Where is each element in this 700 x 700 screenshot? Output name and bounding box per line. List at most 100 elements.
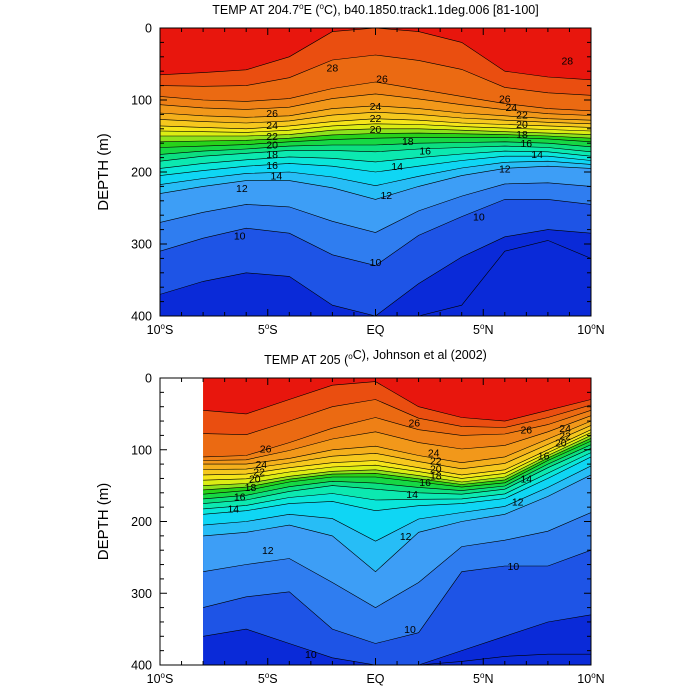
isotherm-28 xyxy=(203,381,591,422)
contour-label: 24 xyxy=(505,102,517,114)
contour-label: 10 xyxy=(370,257,382,269)
y-tick-label: 200 xyxy=(131,515,152,529)
isotherm-13 xyxy=(160,160,591,187)
isotherm-10 xyxy=(160,199,591,266)
y-axis-label: DEPTH (m) xyxy=(95,133,112,211)
isotherm-26 xyxy=(203,410,591,458)
contour-label: 20 xyxy=(249,473,261,485)
isotherm-11 xyxy=(203,512,591,608)
contour-label: 16 xyxy=(520,138,532,150)
contour-label: 12 xyxy=(380,190,392,202)
chart-title: TEMP AT 205 (oC), Johnson et al (2002) xyxy=(264,348,487,367)
isotherm-17 xyxy=(203,444,591,500)
contour-label: 26 xyxy=(499,94,511,106)
isotherm-10 xyxy=(203,549,591,644)
isotherm-20 xyxy=(160,128,591,137)
y-tick-label: 300 xyxy=(131,238,152,252)
isotherm-21 xyxy=(203,432,591,481)
isotherm-23 xyxy=(203,425,591,470)
isotherm-11 xyxy=(160,182,591,233)
contour-label: 20 xyxy=(555,438,567,450)
x-tick-label: 10oN xyxy=(577,322,604,337)
x-tick-label: 10oN xyxy=(577,671,604,686)
contour-label: 16 xyxy=(419,477,431,489)
y-axis-label: DEPTH (m) xyxy=(95,483,112,561)
isotherm-22 xyxy=(160,118,591,130)
isotherm-14 xyxy=(160,155,591,176)
contour-label: 18 xyxy=(516,129,528,141)
y-tick-label: 100 xyxy=(131,443,152,457)
contour-label: 12 xyxy=(400,531,412,543)
contour-label: 26 xyxy=(520,425,532,437)
contour-label: 18 xyxy=(245,482,257,494)
isotherm-17 xyxy=(160,141,591,155)
y-tick-label: 0 xyxy=(145,22,152,36)
isotherm-19 xyxy=(160,132,591,143)
x-tick-label: 5oN xyxy=(473,671,493,686)
isotherm-18 xyxy=(160,137,591,148)
contour-label: 16 xyxy=(538,451,550,463)
contour-label: 28 xyxy=(327,63,339,75)
isotherm-25 xyxy=(160,93,591,116)
y-tick-label: 300 xyxy=(131,587,152,601)
y-tick-label: 0 xyxy=(145,372,152,386)
contour-label: 24 xyxy=(255,459,267,471)
isotherm-15 xyxy=(160,150,591,169)
contour-label: 20 xyxy=(266,140,278,152)
isotherm-21 xyxy=(160,123,591,133)
x-tick-label: 10oS xyxy=(147,671,174,686)
contour-label: 12 xyxy=(236,183,248,195)
x-tick-label: EQ xyxy=(366,672,384,686)
contour-label: 10 xyxy=(305,649,317,661)
isotherm-26 xyxy=(160,81,591,112)
isotherm-13 xyxy=(203,465,591,542)
isotherm-23 xyxy=(160,111,591,125)
isotherm-24 xyxy=(203,420,591,465)
contour-label: 12 xyxy=(512,496,524,508)
contour-label: 14 xyxy=(227,504,239,516)
x-tick-label: 10oS xyxy=(147,322,174,337)
isotherm-24 xyxy=(160,105,591,121)
contour-label: 16 xyxy=(419,145,431,157)
band-28 xyxy=(160,28,591,80)
isotherm-9 xyxy=(203,614,591,665)
chart-title: TEMP AT 204.7oE (oC), b40.1850.track1.1d… xyxy=(212,2,538,17)
contour-label: 24 xyxy=(559,423,571,435)
isotherm-28 xyxy=(160,28,591,81)
isotherm-15 xyxy=(203,452,591,510)
contour-lines xyxy=(160,28,591,316)
x-tick-label: 5oS xyxy=(258,671,278,686)
contour-label: 12 xyxy=(262,545,274,557)
contour-label: 24 xyxy=(428,448,440,460)
contour-label: 12 xyxy=(499,163,511,175)
isotherm-8 xyxy=(160,240,591,316)
isotherm-27 xyxy=(160,54,591,96)
x-tick-label: 5oS xyxy=(258,322,278,337)
contour-label: 22 xyxy=(559,430,571,442)
x-tick-label: 5oN xyxy=(473,322,493,337)
contour-lines xyxy=(203,381,591,665)
contour-label: 14 xyxy=(406,489,418,501)
contour-label: 18 xyxy=(430,471,442,483)
contour-label: 14 xyxy=(391,161,403,173)
band-28 xyxy=(203,378,591,422)
isotherm-9 xyxy=(160,229,591,316)
y-tick-label: 400 xyxy=(131,659,152,673)
isotherm-27 xyxy=(203,399,591,436)
isotherm-18 xyxy=(203,440,591,495)
isotherm-12 xyxy=(203,474,591,573)
contour-label: 18 xyxy=(402,136,414,148)
contour-label: 20 xyxy=(370,124,382,136)
contour-label: 10 xyxy=(508,561,520,573)
contour-label: 26 xyxy=(266,108,278,120)
contour-label: 22 xyxy=(253,466,265,478)
contour-label: 16 xyxy=(266,160,278,172)
contour-label: 22 xyxy=(516,109,528,121)
y-tick-label: 200 xyxy=(131,166,152,180)
contour-label: 26 xyxy=(376,73,388,85)
contour-label: 22 xyxy=(370,113,382,125)
y-tick-label: 100 xyxy=(131,94,152,108)
contour-label: 26 xyxy=(260,443,272,455)
